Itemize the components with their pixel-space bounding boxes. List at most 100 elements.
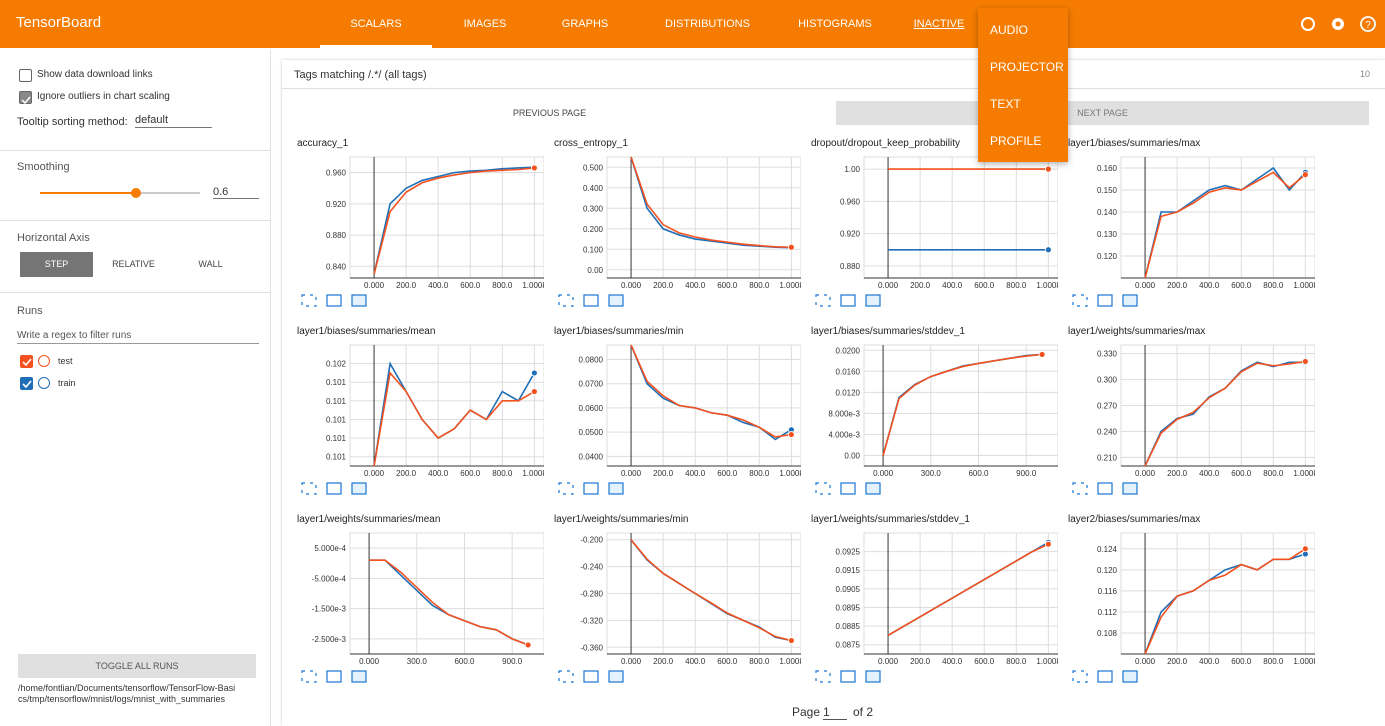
y-tick-label: -0.200 — [580, 536, 603, 545]
tab[interactable]: GRAPHS — [561, 18, 609, 30]
x-tick-label: 900.0 — [1016, 469, 1037, 478]
x-tick-label: 1.000k — [779, 469, 801, 478]
chart-icon[interactable] — [865, 294, 881, 307]
separator — [0, 292, 270, 293]
tab[interactable]: SCALARS — [350, 18, 402, 30]
divider — [282, 88, 1385, 89]
run-line — [373, 167, 535, 275]
x-tick-label: 600.0 — [968, 469, 989, 478]
tab[interactable]: IMAGES — [463, 18, 507, 30]
slider-knob[interactable] — [131, 188, 141, 198]
tooltip-select[interactable]: default — [135, 114, 212, 128]
check — [22, 358, 32, 367]
chart-icon[interactable] — [608, 670, 624, 683]
x-tick-label: 800.0 — [492, 469, 513, 478]
smoothing-label: Smoothing — [17, 161, 70, 173]
chart-icon[interactable] — [840, 294, 856, 307]
separator — [0, 220, 270, 221]
tab[interactable]: DISTRIBUTIONS — [665, 18, 750, 30]
tab[interactable]: HISTOGRAMS — [798, 18, 872, 30]
y-tick-label: 0.960 — [840, 197, 861, 206]
chart-icon[interactable] — [815, 670, 831, 683]
chart-title: dropout/dropout_keep_probability — [811, 138, 960, 149]
menu-item[interactable]: PROFILE — [990, 134, 1042, 148]
chart-icon[interactable] — [351, 294, 367, 307]
y-tick-label: -1.500e-3 — [312, 605, 347, 614]
chart-icon[interactable] — [558, 670, 574, 683]
chart-icon[interactable] — [608, 482, 624, 495]
y-tick-label: 0.0500 — [579, 428, 604, 437]
chart-icon[interactable] — [608, 294, 624, 307]
chart-icon[interactable] — [815, 482, 831, 495]
y-tick-label: 0.120 — [1097, 566, 1118, 575]
next-page[interactable]: NEXT PAGE — [836, 101, 1369, 125]
chart-icon[interactable] — [840, 670, 856, 683]
run-line — [373, 371, 535, 467]
run-line — [630, 344, 792, 438]
chart-title: layer1/weights/summaries/mean — [297, 514, 440, 525]
chart-title: layer1/weights/summaries/stddev_1 — [811, 514, 970, 525]
chart-icon[interactable] — [815, 294, 831, 307]
chart-icon[interactable] — [558, 482, 574, 495]
chart-icon[interactable] — [1122, 670, 1138, 683]
menu-item[interactable]: PROJECTOR — [990, 60, 1064, 74]
check — [22, 380, 32, 389]
inactive-tab[interactable]: INACTIVE — [913, 18, 965, 30]
toggle-runs[interactable]: TOGGLE ALL RUNS — [18, 654, 256, 678]
chart-icon[interactable] — [1122, 482, 1138, 495]
y-tick-label: 0.124 — [1097, 545, 1118, 554]
chart-icon[interactable] — [1072, 482, 1088, 495]
chart-icon[interactable] — [326, 294, 342, 307]
axis-button[interactable]: WALL — [198, 259, 223, 269]
menu-item[interactable]: AUDIO — [990, 23, 1029, 37]
y-tick-label: 0.108 — [1097, 629, 1118, 638]
check — [21, 96, 31, 105]
app-title: TensorBoard — [16, 14, 102, 31]
chart-icon[interactable] — [583, 482, 599, 495]
chart-icon[interactable] — [1097, 670, 1113, 683]
y-tick-label: 5.000e-4 — [314, 544, 346, 553]
chart-icon[interactable] — [1097, 294, 1113, 307]
x-tick-label: 1.000k — [1293, 281, 1315, 290]
smoothing-input[interactable]: 0.6 — [213, 186, 259, 199]
chart-icon[interactable] — [558, 294, 574, 307]
chart-icon[interactable] — [326, 482, 342, 495]
chart-icon[interactable] — [583, 294, 599, 307]
y-tick-label: 0.0800 — [579, 356, 604, 365]
page-input[interactable]: 1 — [823, 705, 847, 720]
chart-icon[interactable] — [583, 670, 599, 683]
chart-icon[interactable] — [301, 482, 317, 495]
chart-icon[interactable] — [1072, 294, 1088, 307]
chart-icon[interactable] — [1072, 670, 1088, 683]
chart-icon[interactable] — [1097, 482, 1113, 495]
chart-icon[interactable] — [1122, 294, 1138, 307]
chart-icon[interactable] — [301, 294, 317, 307]
end-point — [1301, 545, 1309, 553]
axis-button[interactable]: RELATIVE — [112, 259, 155, 269]
chart-icon[interactable] — [351, 670, 367, 683]
run-checkbox[interactable] — [20, 377, 33, 390]
x-tick-label: 0.000 — [621, 657, 642, 666]
checkbox[interactable] — [19, 91, 32, 105]
y-tick-label: 0.101 — [326, 453, 347, 462]
chart-icon[interactable] — [326, 670, 342, 683]
chart-icon[interactable] — [301, 670, 317, 683]
previous-page[interactable]: PREVIOUS PAGE — [512, 108, 587, 118]
menu-item[interactable]: TEXT — [990, 97, 1021, 111]
scalar-chart: layer1/weights/summaries/min -0.360 -0.320… — [554, 514, 801, 683]
chart-icon[interactable] — [865, 670, 881, 683]
chart-icon[interactable] — [351, 482, 367, 495]
run-checkbox[interactable] — [20, 355, 33, 368]
chart-icon[interactable] — [840, 482, 856, 495]
axis-button[interactable]: STEP — [20, 252, 93, 277]
tag-filter[interactable]: Tags matching /.*/ (all tags) — [294, 69, 427, 81]
x-tick-label: 200.0 — [653, 281, 674, 290]
checkbox[interactable] — [19, 69, 32, 82]
x-tick-label: 800.0 — [1263, 469, 1284, 478]
header-icons[interactable]: ? — [1298, 14, 1378, 34]
chart-icon[interactable] — [865, 482, 881, 495]
y-tick-label: 0.150 — [1097, 186, 1118, 195]
y-tick-label: 0.300 — [1097, 376, 1118, 385]
run-filter[interactable]: Write a regex to filter runs — [17, 330, 259, 344]
